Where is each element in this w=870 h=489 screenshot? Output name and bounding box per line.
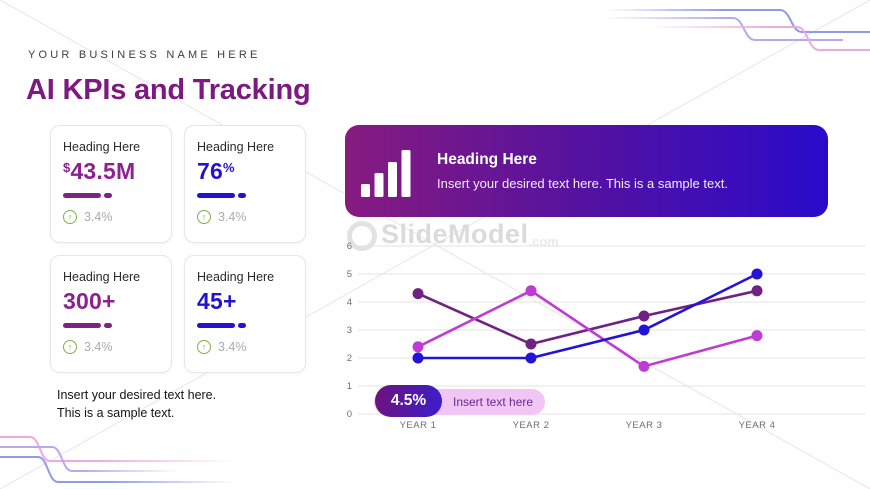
up-arrow-icon: ↑	[197, 340, 211, 355]
kpi-card-grid: Heading Here $43.5M ↑ 3.4% Heading Here 7…	[50, 125, 306, 373]
svg-text:6: 6	[347, 241, 352, 252]
watermark-suffix: .com	[528, 234, 559, 249]
watermark-logo-icon	[347, 221, 377, 251]
progress-bar	[197, 193, 293, 199]
progress-bar	[197, 323, 293, 329]
svg-text:1: 1	[347, 381, 352, 392]
line-chart-svg: 0 1 2 3 4 5 6 YEAR 1 YEAR 2 YEAR 3 YEAR 4	[347, 241, 865, 431]
badge-value-pill: 4.5%	[375, 385, 442, 417]
kpi-delta: ↑ 3.4%	[63, 340, 159, 355]
kpi-card-heading: Heading Here	[197, 140, 275, 154]
bar-chart-icon	[361, 150, 411, 197]
kpi-delta: ↑ 3.4%	[63, 210, 159, 225]
up-arrow-icon: ↑	[63, 210, 77, 225]
note-line-1: Insert your desired text here.	[57, 388, 217, 402]
banner-subtext: Insert your desired text here. This is a…	[437, 176, 728, 191]
badge-value: 4.5%	[390, 392, 427, 409]
business-name: YOUR BUSINESS NAME HERE	[28, 49, 261, 61]
decor-curves-top-right	[605, 9, 870, 51]
kpi-card-value: $43.5M	[63, 158, 136, 184]
kpi-card-1: Heading Here $43.5M ↑ 3.4%	[50, 125, 172, 243]
kpi-card-value: 76%	[197, 158, 235, 184]
kpi-delta: ↑ 3.4%	[197, 340, 293, 355]
watermark-text: SlideModel	[381, 219, 529, 249]
svg-text:YEAR 4: YEAR 4	[739, 420, 776, 431]
kpi-card-3: Heading Here 300+ ↑ 3.4%	[50, 255, 172, 373]
kpi-card-2: Heading Here 76% ↑ 3.4%	[184, 125, 306, 243]
kpi-delta: ↑ 3.4%	[197, 210, 293, 225]
svg-text:YEAR 2: YEAR 2	[513, 420, 550, 431]
progress-bar	[63, 193, 159, 199]
kpi-card-value: 45+	[197, 288, 237, 314]
kpi-card-4: Heading Here 45+ ↑ 3.4%	[184, 255, 306, 373]
decor-curves-bottom-left	[0, 436, 235, 483]
kpi-card-heading: Heading Here	[63, 140, 141, 154]
up-arrow-icon: ↑	[197, 210, 211, 225]
page-title: AI KPIs and Tracking	[26, 74, 311, 106]
svg-text:4: 4	[347, 297, 352, 308]
progress-bar	[63, 323, 159, 329]
header-banner: Heading Here Insert your desired text he…	[345, 125, 828, 217]
kpi-card-heading: Heading Here	[63, 270, 141, 284]
up-arrow-icon: ↑	[63, 340, 77, 355]
badge-label: Insert text here	[453, 395, 534, 409]
note-line-2: This is a sample text.	[57, 405, 175, 420]
svg-text:YEAR 1: YEAR 1	[400, 420, 437, 431]
svg-text:0: 0	[347, 409, 352, 420]
banner-text-block: Heading Here Insert your desired text he…	[437, 151, 728, 191]
kpi-card-value: 300+	[63, 288, 116, 314]
banner-heading: Heading Here	[437, 151, 537, 168]
svg-text:5: 5	[347, 269, 352, 280]
kpi-card-heading: Heading Here	[197, 270, 275, 284]
svg-text:YEAR 3: YEAR 3	[626, 420, 663, 431]
svg-text:2: 2	[347, 353, 352, 364]
slidemodel-watermark: SlideModel .com	[347, 219, 559, 251]
kpi-line-chart: 0 1 2 3 4 5 6 YEAR 1 YEAR 2 YEAR 3 YEAR 4	[338, 236, 870, 446]
note-text: Insert your desired text here. This is a…	[57, 387, 216, 422]
svg-text:3: 3	[347, 325, 352, 336]
